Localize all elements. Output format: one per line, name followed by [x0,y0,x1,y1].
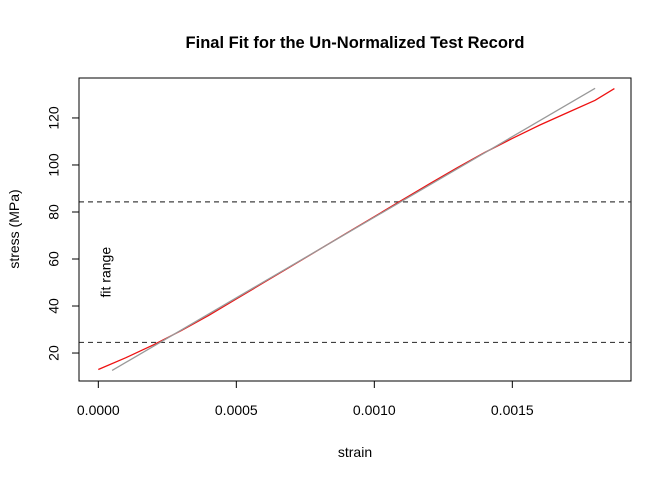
annotation-0: fit range [97,247,113,298]
x-tick-label-2: 0.0010 [353,402,396,418]
y-tick-label-5: 120 [46,106,62,130]
x-tick-label-3: 0.0015 [491,402,534,418]
y-tick-label-3: 80 [46,204,62,220]
y-axis-label: stress (MPa) [6,189,22,268]
plot-frame [78,77,632,382]
annotations: fit range [97,247,113,298]
y-axis: 20 40 60 80 100 120 [46,106,80,361]
series-line-1 [111,87,596,371]
y-tick-label-4: 100 [46,153,62,177]
x-tick-label-0: 0.0000 [77,402,120,418]
reference-lines [79,201,631,344]
chart-title: Final Fit for the Un-Normalized Test Rec… [186,34,525,52]
x-axis-label: strain [338,444,372,460]
x-axis: 0.0000 0.0005 0.0010 0.0015 [77,380,534,418]
series-line-0 [98,88,615,371]
y-tick-label-2: 60 [46,251,62,267]
x-tick-label-1: 0.0005 [215,402,258,418]
data-series [98,87,615,371]
y-tick-label-1: 40 [46,298,62,314]
y-tick-label-0: 20 [46,345,62,361]
